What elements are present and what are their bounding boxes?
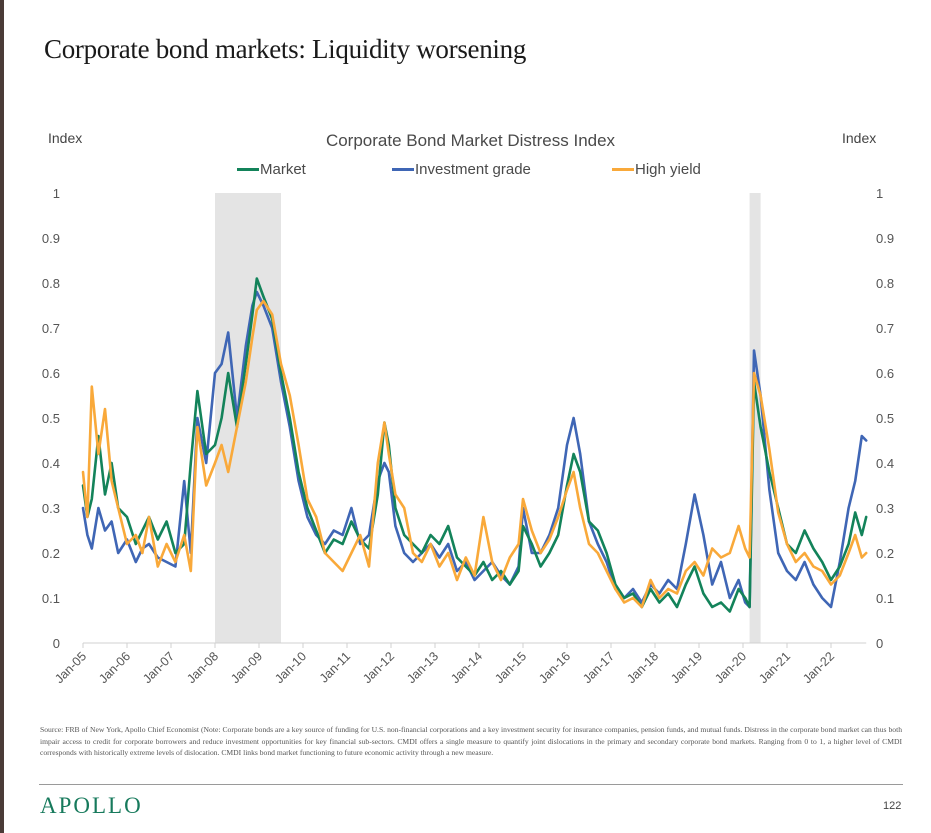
x-tick-label: Jan-14 — [448, 649, 485, 686]
x-tick-label: Jan-19 — [668, 649, 705, 686]
slide-left-edge — [0, 0, 4, 833]
y-tick-label-left: 0.2 — [42, 546, 60, 561]
legend-label-market: Market — [260, 161, 306, 178]
y-tick-label-right: 0.8 — [876, 276, 894, 291]
x-tick-label: Jan-10 — [272, 649, 309, 686]
x-tick-label: Jan-13 — [404, 649, 441, 686]
y-tick-label-right: 0.7 — [876, 321, 894, 336]
series-lines — [81, 277, 868, 613]
x-tick-label: Jan-17 — [580, 649, 617, 686]
x-tick-label: Jan-11 — [317, 649, 353, 685]
x-tick-label: Jan-22 — [800, 649, 837, 686]
distress-index-chart: 0 0.1 0.2 0.3 0.4 0.5 0.6 0.7 0.8 0.9 1 0 0.1 0.2 0.3… — [42, 186, 894, 686]
recession-band — [749, 193, 761, 643]
x-tick-label: Jan-18 — [624, 649, 661, 686]
y-tick-label-left: 0.3 — [42, 501, 60, 516]
y-tick-label-right: 1 — [876, 186, 883, 201]
x-tick-label: Jan-21 — [756, 649, 793, 686]
y-tick-label-right: 0.1 — [876, 591, 894, 606]
apollo-logo: APOLLO — [40, 793, 143, 818]
legend-item-high-yield: High yield — [612, 161, 701, 178]
x-tick-label: Jan-08 — [184, 649, 221, 686]
x-tick-label: Jan-20 — [712, 649, 749, 686]
source-note: Source: FRB of New York, Apollo Chief Ec… — [40, 725, 902, 758]
right-y-axis: 0 0.1 0.2 0.3 0.4 0.5 0.6 0.7 0.8 0.9 1 — [876, 186, 894, 651]
footer-divider — [39, 784, 903, 785]
y-tick-label-right: 0 — [876, 636, 883, 651]
left-y-axis: 0 0.1 0.2 0.3 0.4 0.5 0.6 0.7 0.8 0.9 1 — [42, 186, 60, 651]
y-tick-label-right: 0.5 — [876, 411, 894, 426]
y-tick-label-right: 0.3 — [876, 501, 894, 516]
chart-title: Corporate Bond Market Distress Index — [325, 131, 616, 150]
series-line-market — [81, 277, 868, 613]
x-tick-label: Jan-05 — [52, 649, 89, 686]
x-tick-label: Jan-07 — [140, 649, 177, 686]
y-tick-label-left: 1 — [53, 186, 60, 201]
left-axis-unit-label: Index — [48, 130, 83, 146]
x-tick-label: Jan-09 — [228, 649, 265, 686]
x-tick-label: Jan-12 — [360, 649, 397, 686]
x-tick-label: Jan-06 — [96, 649, 133, 686]
y-tick-label-left: 0.7 — [42, 321, 60, 336]
y-tick-label-right: 0.4 — [876, 456, 894, 471]
right-axis-unit-label: Index — [842, 130, 877, 146]
legend-item-market: Market — [237, 161, 306, 178]
y-tick-label-left: 0 — [53, 636, 60, 651]
page-number: 122 — [883, 800, 902, 812]
legend-swatch-market — [237, 168, 259, 171]
y-tick-label-left: 0.4 — [42, 456, 60, 471]
legend-label-investment-grade: Investment grade — [415, 161, 531, 178]
y-tick-label-left: 0.6 — [42, 366, 60, 381]
y-tick-label-right: 0.2 — [876, 546, 894, 561]
legend-swatch-investment-grade — [392, 168, 414, 171]
recession-shading-group — [215, 193, 761, 643]
x-tick-label: Jan-16 — [536, 649, 573, 686]
y-tick-label-left: 0.9 — [42, 231, 60, 246]
y-tick-label-left: 0.5 — [42, 411, 60, 426]
series-line-high-yield — [81, 299, 868, 609]
legend-swatch-high-yield — [612, 168, 634, 171]
slide-title: Corporate bond markets: Liquidity worsen… — [44, 34, 527, 64]
y-tick-label-left: 0.1 — [42, 591, 60, 606]
recession-band — [215, 193, 281, 643]
legend-label-high-yield: High yield — [635, 161, 701, 178]
y-tick-label-left: 0.8 — [42, 276, 60, 291]
legend-item-investment-grade: Investment grade — [392, 161, 531, 178]
y-tick-label-right: 0.6 — [876, 366, 894, 381]
x-tick-label: Jan-15 — [492, 649, 529, 686]
x-axis: Jan-05 Jan-06 Jan-07 Jan-08 Jan-09 Jan-10 Jan-… — [52, 642, 867, 686]
y-tick-label-right: 0.9 — [876, 231, 894, 246]
